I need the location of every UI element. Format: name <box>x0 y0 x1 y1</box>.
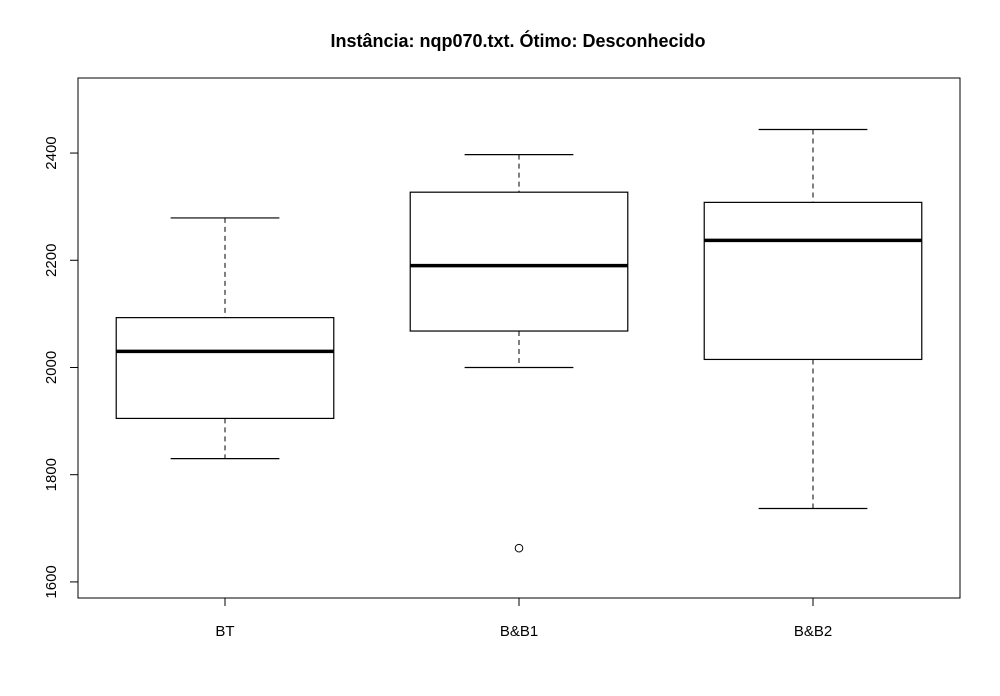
y-tick-label: 2400 <box>43 136 60 169</box>
chart-title: Instância: nqp070.txt. Ótimo: Desconheci… <box>330 30 705 51</box>
y-tick-label: 2000 <box>43 351 60 384</box>
x-axis: BT B&B1 B&B2 <box>215 597 832 640</box>
iqr-box <box>703 201 923 361</box>
x-tick-label: B&B1 <box>500 623 538 640</box>
y-tick-label: 1800 <box>43 458 60 491</box>
box-b-b2 <box>703 128 923 510</box>
boxes-group <box>115 128 923 553</box>
box-b-b1 <box>409 154 629 553</box>
y-axis: 1600 1800 2000 2200 2400 <box>43 136 79 599</box>
y-tick-label: 1600 <box>43 565 60 598</box>
iqr-box <box>115 317 335 420</box>
x-tick-label: BT <box>215 623 234 640</box>
iqr-box <box>409 191 629 332</box>
y-tick-label: 2200 <box>43 244 60 277</box>
outlier-point <box>514 543 524 553</box>
box-bt <box>115 217 335 460</box>
x-tick-label: B&B2 <box>794 623 832 640</box>
